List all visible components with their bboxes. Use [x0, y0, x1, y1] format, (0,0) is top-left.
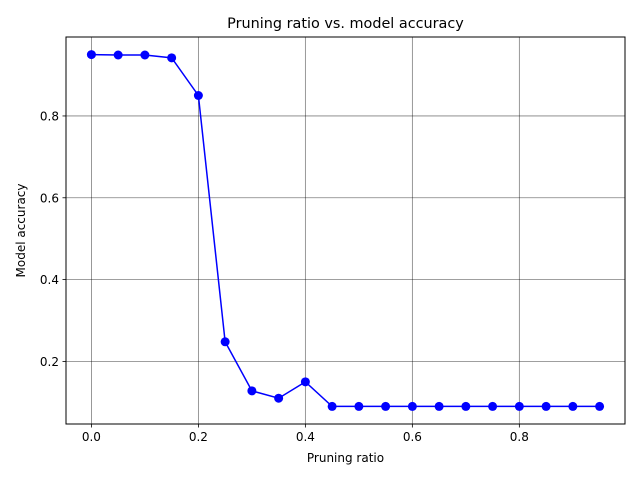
data-point [514, 401, 524, 411]
data-point [247, 386, 257, 396]
data-point [274, 393, 284, 403]
data-point [595, 401, 605, 411]
y-tick-label: 0.8 [40, 109, 59, 123]
y-tick-label: 0.2 [40, 355, 59, 369]
data-point [434, 401, 444, 411]
data-point [193, 91, 203, 100]
series-group [86, 50, 605, 411]
data-point [140, 50, 150, 60]
x-tick-label: 0.4 [296, 430, 315, 444]
data-point [220, 337, 230, 347]
plot-frame [65, 36, 626, 425]
data-point [300, 377, 310, 387]
data-point [541, 401, 551, 411]
data-point [113, 50, 123, 60]
y-axis-label: Model accuracy [14, 184, 28, 278]
x-tick-label: 0.0 [82, 430, 101, 444]
y-tick-label: 0.6 [40, 191, 59, 205]
data-point [568, 401, 578, 411]
data-point [167, 53, 177, 63]
y-axis-ticks: 0.2 0.4 0.6 0.8 [40, 109, 66, 369]
grid-lines [66, 37, 625, 424]
x-tick-label: 0.6 [403, 430, 422, 444]
x-tick-label: 0.8 [510, 430, 529, 444]
data-point [461, 401, 471, 411]
data-point [86, 50, 96, 60]
x-tick-label: 0.2 [189, 430, 208, 444]
x-axis-label: Pruning ratio [307, 451, 384, 465]
data-point [327, 401, 337, 411]
data-point [381, 401, 391, 411]
x-axis-ticks: 0.0 0.2 0.4 0.6 0.8 [82, 424, 529, 444]
chart-title: Pruning ratio vs. model accuracy [227, 16, 464, 32]
y-tick-label: 0.4 [40, 273, 59, 287]
data-point [354, 401, 364, 411]
data-point [488, 401, 498, 411]
data-point [407, 401, 417, 411]
